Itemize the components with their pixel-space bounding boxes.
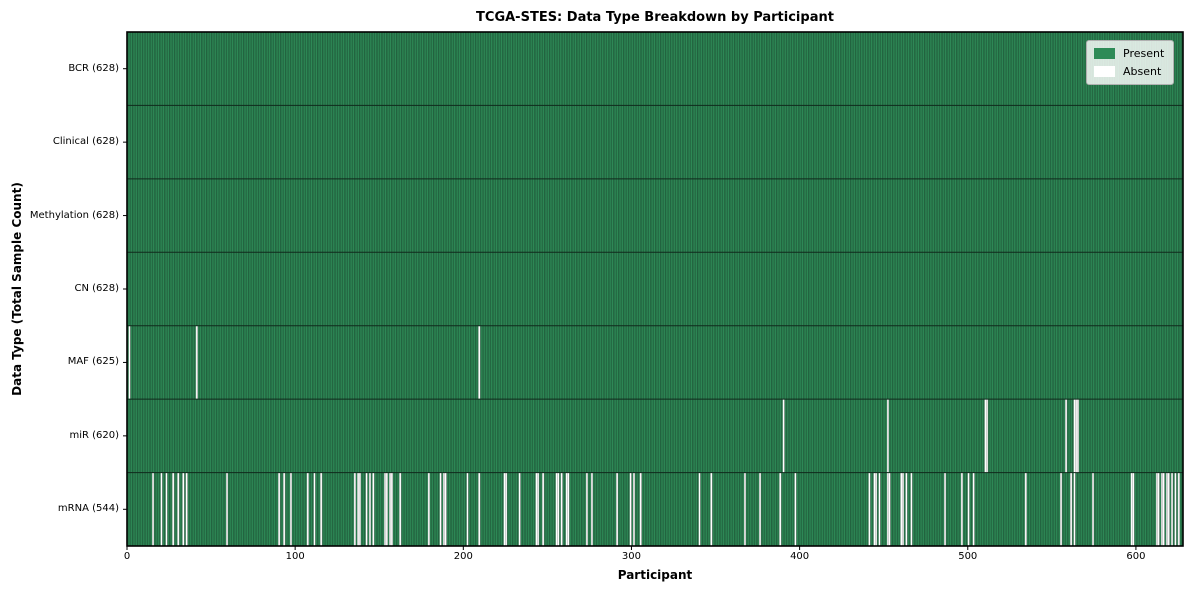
legend-absent-swatch-icon [1094,66,1115,77]
legend: Present Absent [1086,40,1175,85]
chart-title: TCGA-STES: Data Type Breakdown by Partic… [476,10,834,25]
y-tick-label-Methylation: Methylation (628) [29,209,119,221]
x-axis-label: Participant [617,568,693,582]
x-tick-label-200: 200 [453,551,473,562]
legend-present-label: Present [1123,47,1165,60]
y-tick-label-BCR: BCR (628) [68,62,119,74]
y-tick-label-Clinical: Clinical (628) [52,136,119,148]
legend-absent-label: Absent [1123,65,1162,78]
legend-entry-absent: Absent [1094,65,1164,78]
x-tick-label-400: 400 [790,551,810,562]
x-tick-label-500: 500 [958,551,978,562]
x-tick-label-300: 300 [621,551,641,562]
x-tick-label-100: 100 [285,551,305,562]
plot-svg [123,31,1184,550]
y-tick-label-MAF: MAF (625) [67,356,119,368]
legend-present-swatch-icon [1094,48,1115,59]
y-tick-label-miR: miR (620) [69,429,119,441]
y-tick-label-CN: CN (628) [74,283,119,294]
x-tick-label-600: 600 [1126,551,1146,562]
plot-area [123,31,1184,550]
y-tick-label-mRNA: mRNA (544) [57,503,119,515]
x-tick-label-0: 0 [123,551,131,562]
legend-entry-present: Present [1094,47,1164,60]
